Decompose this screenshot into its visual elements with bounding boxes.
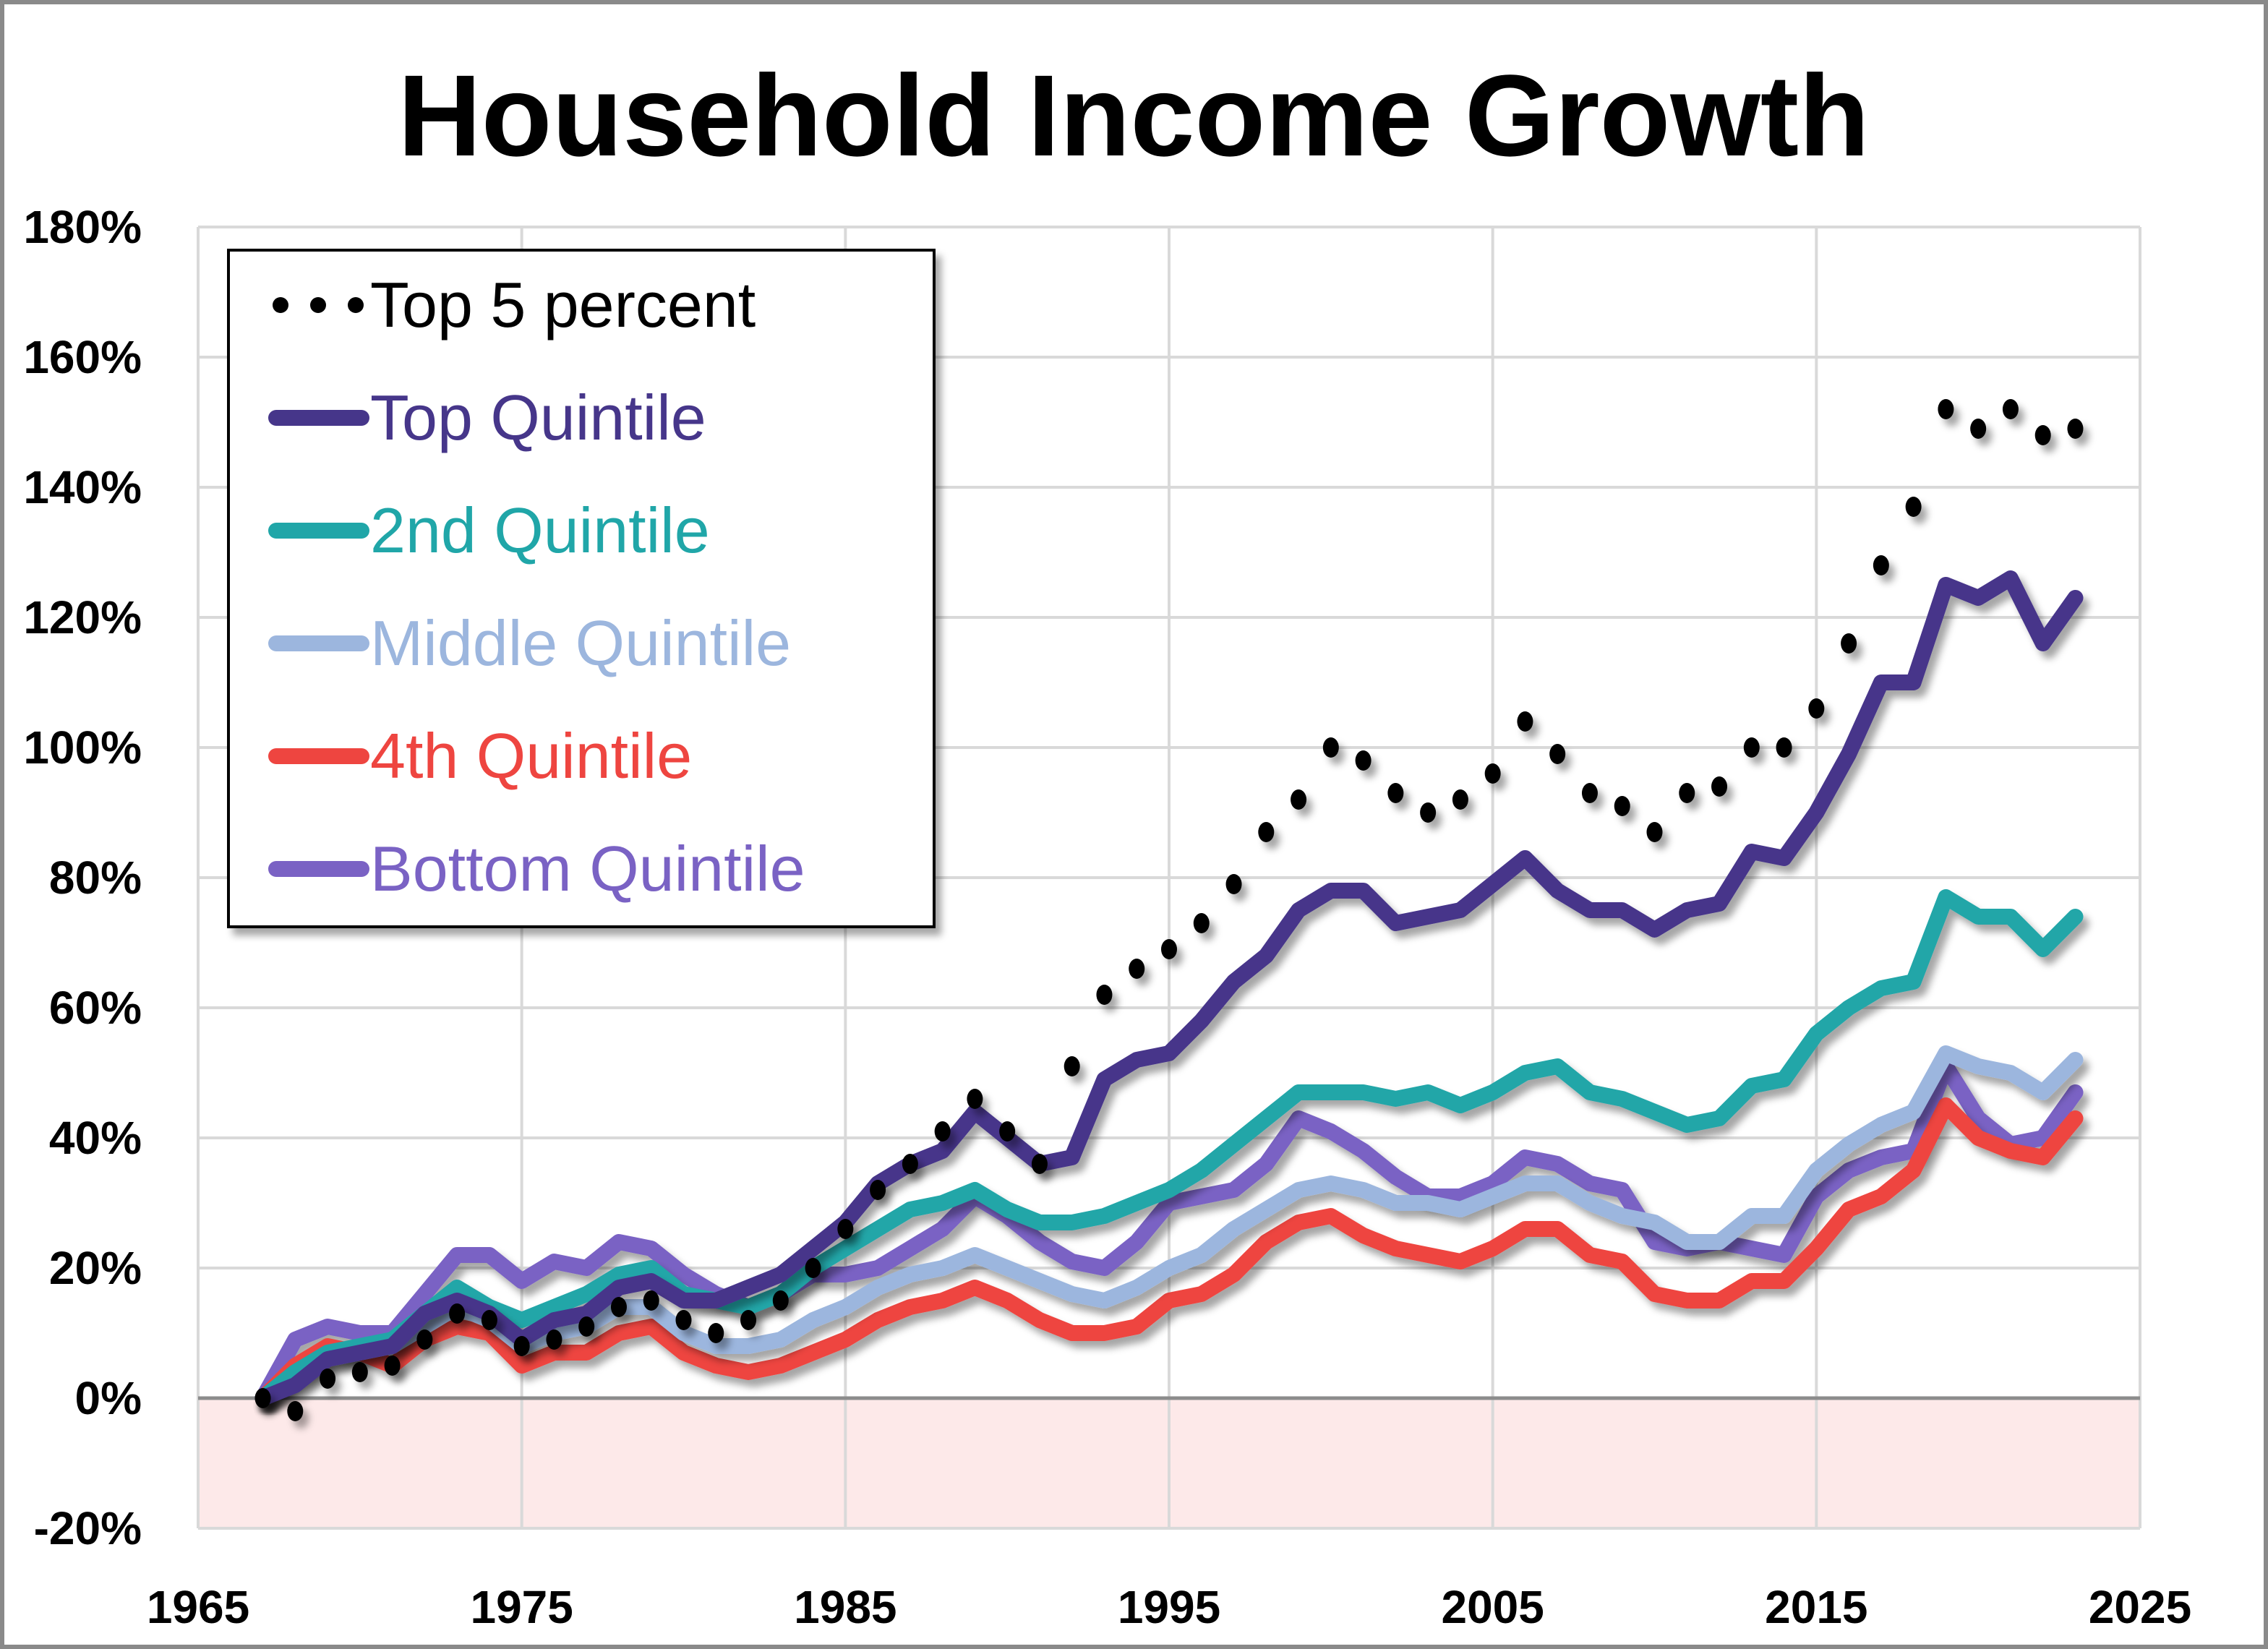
data-point [610, 1297, 627, 1317]
x-tick-label: 2015 [1765, 1581, 1867, 1633]
data-point [1484, 763, 1501, 784]
series-line [254, 889, 2084, 1406]
data-point [1225, 874, 1242, 894]
y-tick-label: -20% [34, 1502, 142, 1554]
data-point [740, 1310, 757, 1330]
y-tick-label: 40% [49, 1112, 142, 1164]
x-tick-label: 1995 [1118, 1581, 1220, 1633]
data-point [513, 1336, 530, 1356]
y-tick-label: 60% [49, 982, 142, 1034]
y-tick-label: 20% [49, 1242, 142, 1294]
data-point [1452, 789, 1468, 810]
data-point [708, 1323, 724, 1343]
legend-label: Top Quintile [370, 382, 706, 453]
series-top-5-percent [254, 399, 2084, 1421]
data-point [481, 1310, 497, 1330]
data-point [1322, 737, 1339, 758]
legend-label: Middle Quintile [370, 607, 791, 679]
data-point [1711, 776, 1728, 797]
data-point [675, 1310, 692, 1330]
x-tick-label: 2005 [1441, 1581, 1544, 1633]
data-point [1291, 789, 1307, 810]
data-point [934, 1121, 951, 1142]
data-point [1646, 822, 1663, 842]
legend-label: 4th Quintile [370, 720, 692, 792]
data-point [1905, 497, 1922, 517]
data-point [1096, 985, 1113, 1005]
data-point [1743, 737, 1760, 758]
y-tick-label: 80% [49, 852, 142, 904]
data-point [2002, 399, 2019, 419]
legend-label: 2nd Quintile [370, 494, 710, 566]
data-point [643, 1290, 659, 1311]
series-line [254, 1058, 2084, 1406]
data-point [1355, 750, 1372, 771]
series-line [254, 570, 2084, 1406]
legend-marker-dot [273, 297, 288, 313]
data-point [1031, 1154, 1048, 1174]
legend-label: Bottom Quintile [370, 833, 805, 904]
data-point [1258, 822, 1275, 842]
x-tick-label: 1975 [470, 1581, 573, 1633]
data-point [1193, 913, 1210, 933]
data-point [351, 1362, 368, 1382]
y-tick-label: 0% [75, 1372, 142, 1424]
y-tick-label: 180% [23, 201, 142, 253]
data-point [772, 1290, 789, 1311]
series-2nd-quintile [254, 889, 2084, 1406]
y-tick-label: 100% [23, 721, 142, 774]
data-point [1581, 783, 1598, 803]
data-point [870, 1180, 886, 1200]
legend-marker-dot [348, 297, 364, 313]
series-4th-quintile [254, 1097, 2084, 1406]
series-line [254, 1097, 2084, 1406]
data-point [449, 1303, 466, 1324]
y-tick-label: 160% [23, 331, 142, 383]
data-point [287, 1401, 304, 1421]
data-point [2034, 425, 2051, 445]
series-middle-quintile [254, 1045, 2084, 1406]
y-tick-label: 120% [23, 591, 142, 643]
legend-label: Top 5 percent [370, 269, 756, 340]
data-point [2067, 419, 2084, 439]
data-point [1517, 711, 1533, 732]
data-point [1549, 744, 1566, 764]
data-point [805, 1258, 821, 1278]
data-point [578, 1316, 595, 1337]
data-point [384, 1355, 401, 1376]
data-point [902, 1154, 918, 1174]
data-point [967, 1089, 983, 1109]
legend-box [227, 249, 936, 928]
data-point [1679, 783, 1695, 803]
data-point [1129, 959, 1145, 979]
y-tick-label: 140% [23, 461, 142, 513]
chart-title: Household Income Growth [398, 51, 1870, 180]
data-point [1970, 419, 1987, 439]
data-point [1938, 399, 1954, 419]
data-point [1420, 802, 1437, 823]
data-point [416, 1329, 433, 1350]
data-point [1776, 737, 1792, 758]
data-point [999, 1121, 1016, 1142]
x-tick-label: 1965 [147, 1581, 249, 1633]
data-point [320, 1369, 336, 1389]
series-top-quintile [254, 570, 2084, 1406]
data-point [1841, 633, 1857, 654]
data-point [1873, 555, 1889, 575]
legend-marker-dot [310, 297, 326, 313]
data-point [1808, 698, 1825, 719]
data-point [546, 1329, 562, 1350]
data-point [254, 1388, 271, 1408]
x-tick-label: 1985 [794, 1581, 896, 1633]
data-point [1614, 796, 1630, 816]
data-point [1387, 783, 1404, 803]
data-point [1064, 1056, 1080, 1076]
data-point [837, 1219, 854, 1239]
series-line [254, 1045, 2084, 1406]
x-tick-label: 2025 [2089, 1581, 2191, 1633]
data-point [1161, 939, 1177, 959]
series-bottom-quintile [254, 1058, 2084, 1406]
